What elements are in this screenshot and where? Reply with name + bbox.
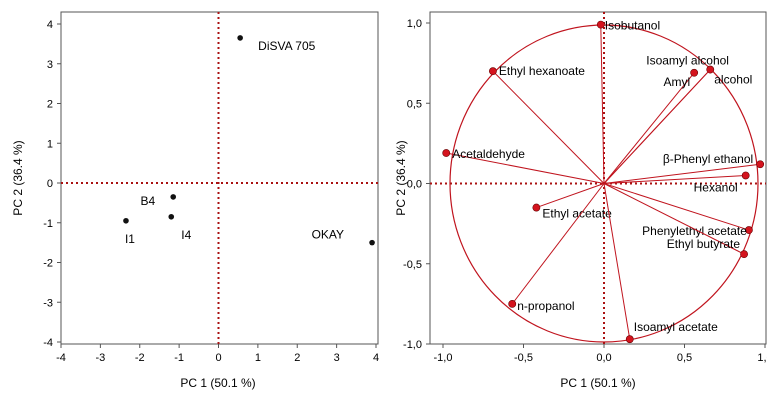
score-y-ticks: -4 -3 -2 -1 0 1 2 3 4 — [43, 19, 61, 349]
loading-point-label: Ethyl butyrate — [667, 237, 741, 251]
score-point-label: I1 — [125, 232, 135, 246]
loading-y-tick-label: 0,0 — [407, 179, 422, 191]
score-y-tick-label: 0 — [47, 178, 53, 190]
loading-point — [596, 20, 605, 29]
score-point-label: I4 — [181, 228, 191, 242]
loading-point-label: n-propanol — [517, 299, 574, 313]
loading-vector — [603, 72, 695, 184]
loading-point-label: Isobutanol — [605, 19, 660, 33]
loading-point — [756, 160, 765, 169]
loading-y-tick-label: -1,0 — [403, 339, 422, 351]
loading-point-label: β-Phenyl ethanol — [663, 152, 753, 166]
score-x-ticks: -4 -3 -2 -1 0 1 2 3 4 — [56, 344, 379, 364]
loading-point — [745, 226, 753, 234]
loading-vector — [536, 183, 605, 209]
loading-vector — [603, 174, 746, 184]
score-point — [170, 194, 177, 200]
score-x-tick-label: 3 — [334, 352, 340, 364]
loading-point — [532, 203, 541, 212]
loading-point-label: Phenylethyl acetate — [642, 224, 747, 238]
score-point — [369, 239, 375, 246]
loading-y-tick-label: 1,0 — [407, 18, 422, 30]
loading-point-label: Ethyl acetate — [542, 207, 612, 221]
loading-point — [442, 149, 451, 157]
loading-x-tick-label: 1,0 — [757, 352, 767, 364]
loading-point-label: Amyl — [663, 75, 690, 89]
loading-y-axis-label: PC 2 (36.4 %) — [394, 140, 408, 215]
score-y-axis-label: PC 2 (36.4 %) — [11, 140, 25, 215]
loading-vector — [446, 152, 605, 184]
loading-point — [489, 67, 497, 76]
loading-x-tick-label: 0,5 — [677, 352, 692, 364]
loading-vector — [603, 163, 761, 184]
loading-plot-frame — [429, 11, 767, 345]
loading-y-tick-label: -0,5 — [403, 259, 422, 271]
score-point-label: DiSVA 705 — [258, 39, 315, 53]
loading-x-tick-label: -1,0 — [434, 352, 453, 364]
loading-vector — [603, 69, 711, 184]
loading-point — [741, 171, 750, 180]
loading-x-axis-label: PC 1 (50.1 %) — [560, 376, 635, 390]
loading-vector — [600, 24, 605, 184]
score-point — [168, 213, 175, 220]
loading-point-label: Ethyl hexanoate — [499, 64, 585, 78]
score-y-tick-label: 1 — [47, 138, 53, 150]
score-y-tick-label: 3 — [47, 59, 53, 71]
score-x-tick-label: 1 — [255, 352, 261, 364]
loading-point — [625, 335, 634, 344]
loading-point — [508, 299, 517, 308]
score-points: DiSVA 705 B4 I4 I1 OKAY — [123, 35, 375, 246]
loading-vector — [603, 183, 631, 340]
score-x-tick-label: 0 — [215, 352, 221, 364]
score-y-tick-label: -1 — [43, 218, 53, 230]
score-point — [123, 217, 129, 224]
loading-vector — [511, 183, 605, 305]
loading-x-ticks: -1,0 -0,5 0,0 0,5 1,0 — [434, 344, 767, 364]
loading-vectors: Isobutanol Isoamyl alcohol Amyl alcohol Ethy… — [442, 19, 765, 344]
score-x-tick-label: -4 — [56, 352, 66, 364]
score-x-tick-label: 4 — [373, 352, 379, 364]
loading-point-label: Hexanol — [694, 180, 738, 194]
loading-point-label: Isoamyl alcohol — [646, 54, 729, 68]
loading-point — [690, 68, 699, 77]
score-x-tick-label: -2 — [135, 352, 145, 364]
score-y-tick-label: 2 — [47, 99, 53, 111]
score-point — [237, 35, 243, 41]
score-x-tick-label: 2 — [294, 352, 300, 364]
loading-y-tick-label: 0,5 — [407, 98, 422, 110]
score-point-label: OKAY — [312, 228, 344, 242]
score-x-tick-label: -3 — [95, 352, 105, 364]
loading-plot: -1,0 -0,5 0,0 0,5 1,0 1,0 0,5 0,0 -0,5 -1,0 Isob… — [394, 11, 767, 390]
score-plot: -4 -3 -2 -1 0 1 2 3 4 -4 -3 -2 -1 0 1 2 3 4 DiSVA 705 B4 I… — [11, 11, 379, 390]
score-y-tick-label: -3 — [43, 297, 53, 309]
loading-y-ticks: 1,0 0,5 0,0 -0,5 -1,0 — [403, 18, 430, 351]
score-y-tick-label: -2 — [43, 258, 53, 270]
score-y-tick-label: -4 — [43, 337, 53, 349]
loading-x-tick-label: 0,0 — [596, 352, 611, 364]
loading-vector — [603, 183, 745, 255]
score-x-axis-label: PC 1 (50.1 %) — [180, 376, 255, 390]
loading-vector — [492, 70, 605, 184]
loading-point-label: Isoamyl acetate — [634, 320, 718, 334]
score-y-tick-label: 4 — [47, 19, 53, 31]
loading-point — [740, 250, 748, 259]
loading-point-label: Acetaldehyde — [452, 147, 525, 161]
loading-vector — [603, 183, 750, 231]
loading-point-label: alcohol — [714, 73, 752, 87]
loading-x-tick-label: -0,5 — [514, 352, 533, 364]
score-point-label: B4 — [141, 194, 156, 208]
score-x-tick-label: -1 — [174, 352, 184, 364]
